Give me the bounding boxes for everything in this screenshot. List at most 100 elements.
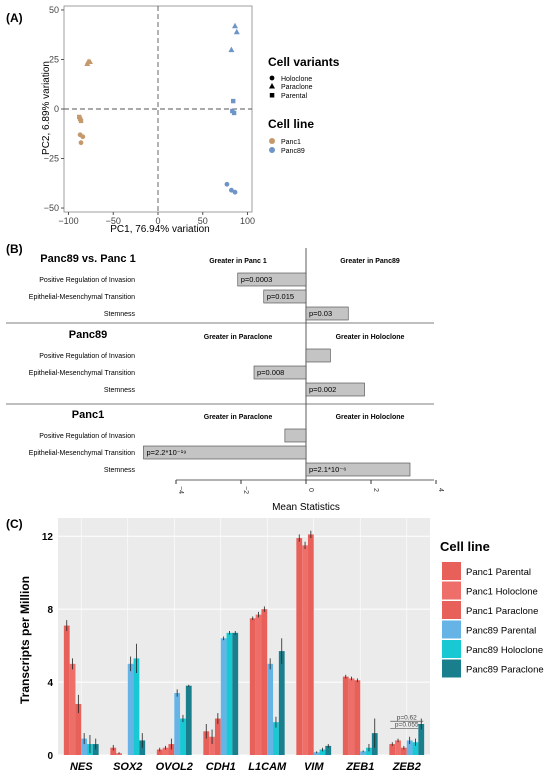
expression-bar: [185, 685, 192, 755]
pca-x-tick-label: −50: [106, 216, 121, 226]
enrichment-row-label: Epithelial-Mesenchymal Transition: [29, 370, 135, 377]
panel-c: (C) 0 4 8 12 NES SOX2 OVOL2 CDH1 L1CAM VIM ZEB1 ZEB…: [6, 517, 544, 773]
expression-y-tick-label: 0: [47, 751, 53, 762]
enrichment-row-label: Positive Regulation of Invasion: [39, 277, 135, 284]
enrichment-left-header: Greater in Paraclone: [204, 334, 273, 341]
pca-point-parental: [231, 98, 236, 104]
expression-legend-swatch: [442, 620, 461, 639]
enrichment-pvalue: p=0.002: [309, 385, 336, 394]
pca-point-parental: [231, 110, 237, 116]
legend-holoclone-label: Holoclone: [281, 76, 312, 83]
enrichment-bar: [143, 445, 307, 460]
expression-bar: [133, 658, 140, 755]
enrichment-bar: [237, 272, 307, 287]
enrichment-pvalue: p=0.0003: [241, 275, 273, 284]
expression-legend-label: Panc89 Paraclone: [466, 665, 544, 676]
expression-bar: [412, 742, 419, 755]
expression-y-tick-label: 4: [47, 678, 53, 689]
expression-bar: [400, 747, 407, 755]
enrichment-bar: [305, 462, 411, 477]
enrichment-x-tick-label: 4: [437, 488, 444, 492]
panel-label-a: (A): [6, 11, 23, 25]
expression-legend-label: Panc1 Parental: [466, 567, 531, 578]
expression-bar: [75, 703, 82, 755]
expression-legend-swatch: [442, 659, 461, 678]
legend-parental-marker: [269, 93, 275, 98]
expression-bar: [81, 738, 88, 755]
pca-y-tick-label: 50: [49, 5, 59, 15]
pca-x-tick-label: 50: [198, 216, 208, 226]
enrichment-left-header: Greater in Paraclone: [204, 414, 273, 421]
enrichment-right-header: Greater in Panc89: [340, 258, 400, 265]
enrichment-pvalue: p=0.015: [267, 292, 294, 301]
pca-x-axis-label: PC1, 76.94% variation: [110, 224, 210, 235]
panel-a: (A) −100 −50 0 50 100 −50 −25 0 25 50 PC1, 76.94%…: [6, 5, 340, 235]
expression-bar: [313, 752, 320, 755]
pca-y-tick-label: −50: [44, 203, 59, 213]
expression-y-tick-label: 12: [42, 532, 54, 543]
enrichment-right-header: Greater in Holoclone: [336, 414, 405, 421]
panel-label-c: (C): [6, 517, 23, 531]
enrichment-row-label: Stemness: [104, 387, 136, 394]
expression-bar: [214, 718, 221, 755]
expression-bar: [360, 751, 367, 755]
expression-bar: [366, 747, 372, 755]
expression-bar: [406, 740, 413, 755]
expression-legend-label: Panc1 Paraclone: [466, 606, 538, 617]
enrichment-left-header: Greater in Panc 1: [209, 258, 267, 265]
enrichment-bar: [284, 428, 307, 443]
expression-bar: [226, 632, 233, 755]
enrichment-bar: [263, 289, 307, 304]
expression-category-label: VIM: [304, 761, 324, 773]
expression-bar: [261, 609, 268, 755]
enrichment-x-tick-label: 0: [307, 488, 314, 492]
expression-bar: [354, 680, 361, 755]
expression-bar: [418, 724, 425, 755]
pca-x-tick-label: 100: [240, 216, 255, 226]
expression-bar: [325, 745, 332, 755]
enrichment-bar: [305, 382, 365, 397]
pca-legend: Cell variants Holoclone Paraclone Parent…: [268, 55, 340, 155]
pca-point-holoclone: [80, 134, 86, 140]
expression-bar-chart: 0 4 8 12 NES SOX2 OVOL2 CDH1 L1CAM VIM ZEB1 ZEB2 p=0…: [42, 518, 430, 773]
enrichment-x-tick-label: −2: [242, 486, 249, 494]
legend-paraclone-label: Paraclone: [281, 84, 313, 91]
expression-y-tick-label: 8: [47, 605, 53, 616]
expression-legend-swatch: [442, 640, 461, 658]
expression-legend-swatch: [442, 601, 461, 619]
enrichment-pvalue: p=0.03: [309, 309, 332, 318]
enrichment-row-label: Positive Regulation of Invasion: [39, 353, 135, 360]
expression-bar: [267, 663, 274, 755]
enrichment-bar: [305, 348, 331, 363]
expression-bar: [162, 747, 169, 755]
zeb2-pvalue-upper: p=0.62: [397, 714, 417, 721]
legend-panc1-label: Panc1: [281, 139, 301, 146]
enrichment-x-axis-label: Mean Statistics: [272, 502, 340, 513]
expression-bar: [273, 722, 279, 755]
expression-bar: [63, 625, 70, 755]
expression-category-label: SOX2: [113, 761, 142, 773]
enrichment-bar: [305, 306, 349, 321]
legend-cellline-title: Cell line: [268, 117, 314, 131]
zeb2-pvalue-lower: p=0.055: [395, 722, 419, 729]
expression-legend-label: Panc89 Parental: [466, 626, 536, 637]
expression-bar: [348, 678, 355, 755]
expression-bar: [296, 538, 303, 755]
enrichment-section-title: Panc89 vs. Panc 1: [40, 253, 135, 265]
enrichment-row-label: Epithelial-Mesenchymal Transition: [29, 450, 135, 457]
enrichment-row-label: Positive Regulation of Invasion: [39, 433, 135, 440]
pca-point-paraclone: [86, 58, 93, 64]
pca-point-holoclone: [229, 187, 234, 193]
enrichment-bar-chart: −4 −2 0 2 4 Panc89 vs. Panc 1 Greater in Panc …: [6, 248, 444, 494]
expression-category-label: OVOL2: [156, 761, 193, 773]
expression-bar: [220, 638, 227, 755]
enrichment-x-tick-label: 2: [372, 488, 379, 492]
expression-bar: [110, 747, 117, 755]
expression-bar: [116, 753, 122, 755]
enrichment-pvalue: p=0.008: [257, 368, 284, 377]
pca-x-tick-label: 0: [155, 216, 160, 226]
expression-bar: [156, 749, 163, 755]
expression-legend-swatch: [442, 562, 461, 580]
legend-parental-label: Parental: [281, 93, 308, 100]
expression-bar: [302, 545, 308, 755]
